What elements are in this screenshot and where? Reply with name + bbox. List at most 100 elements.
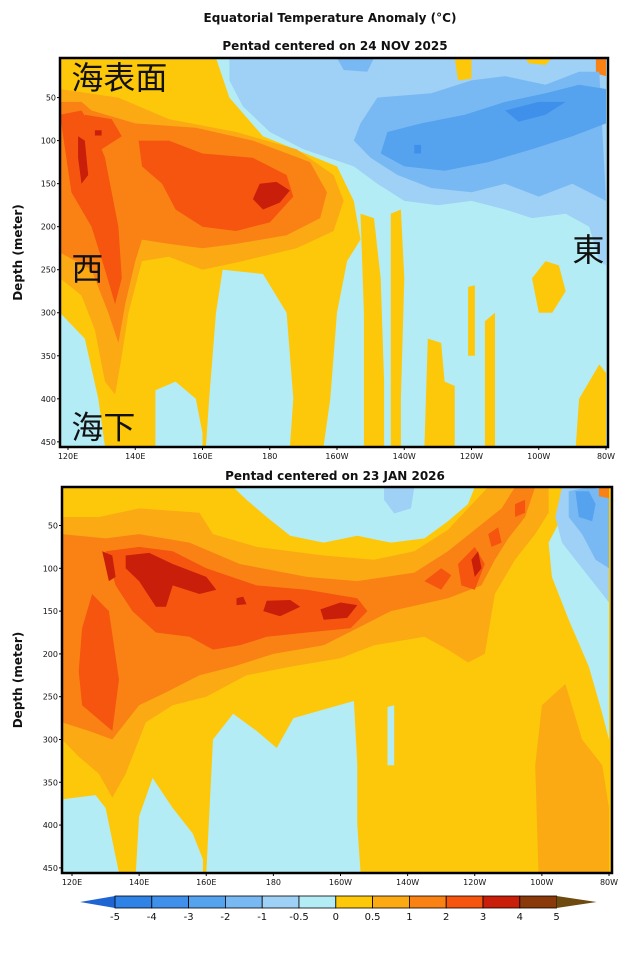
region-annotation: 西 — [71, 250, 103, 288]
contour-region — [60, 312, 105, 447]
anomaly-field — [60, 58, 608, 447]
colorbar-label: -2 — [220, 912, 230, 923]
contour-region — [414, 144, 422, 154]
y-tick-label: 50 — [48, 522, 58, 531]
contour-region — [138, 140, 294, 231]
x-tick-label: 120W — [460, 452, 483, 461]
colorbar-label: -5 — [110, 912, 120, 923]
contour-region — [488, 527, 502, 547]
colorbar-label: 3 — [480, 912, 486, 923]
contour-region — [60, 110, 122, 305]
colorbar-swatch — [445, 895, 484, 909]
y-tick-label: 150 — [43, 607, 58, 616]
y-tick-label: 250 — [41, 266, 56, 275]
x-tick-label: 120E — [62, 878, 82, 887]
contour-region — [205, 269, 294, 447]
contour-region — [78, 594, 119, 731]
colorbar-label: -0.5 — [289, 912, 309, 923]
contour-region — [505, 101, 566, 122]
panel-subtitle: Pentad centered on 23 JAN 2026 — [225, 469, 445, 483]
x-tick-label: 80W — [600, 878, 618, 887]
contour-region — [575, 364, 606, 447]
contour-region — [125, 552, 217, 607]
panel-1: Pentad centered on 24 NOV 2025 120E 140E 16… — [11, 39, 615, 461]
y-axis-label: Depth (meter) — [11, 204, 25, 301]
contour-region — [337, 58, 374, 72]
colorbar-label: 1 — [406, 912, 412, 923]
region-annotation: 海表面 — [71, 59, 167, 97]
contour-region — [468, 285, 475, 356]
x-tick-label: 160W — [325, 452, 348, 461]
y-tick-label: 250 — [43, 693, 58, 702]
colorbar-swatch — [298, 895, 337, 909]
x-tick-label: 140E — [125, 452, 145, 461]
panel-2: Pentad centered on 23 JAN 2026 120E 140E 16… — [11, 469, 618, 887]
colorbar: -5 -4 -3 -2 -1 -0.5 0 0.5 1 2 3 4 5 — [80, 895, 597, 923]
x-tick-label: 100W — [530, 878, 553, 887]
plot-frame — [60, 485, 614, 875]
y-axis-label: Depth (meter) — [11, 632, 25, 729]
x-tick-label: 180 — [266, 878, 281, 887]
x-tick-label: 140W — [393, 452, 416, 461]
contour-region — [252, 181, 290, 210]
figure-title: Equatorial Temperature Anomaly (°C) — [204, 11, 457, 25]
y-tick-label: 350 — [41, 352, 56, 361]
colorbar-swatch — [335, 895, 373, 909]
contour-region — [102, 551, 116, 582]
colorbar-swatch — [372, 895, 410, 909]
colorbar-swatch — [114, 895, 153, 909]
x-tick-label: 140E — [129, 878, 149, 887]
y-tick-label: 50 — [46, 94, 56, 103]
contour-region — [598, 487, 609, 499]
colorbar-swatch — [261, 895, 300, 909]
x-tick-label: 140W — [396, 878, 419, 887]
y-tick-label: 450 — [41, 438, 56, 447]
contour-region — [595, 58, 606, 77]
y-tick-label: 150 — [41, 180, 56, 189]
y-tick-label: 400 — [41, 395, 56, 404]
contour-region — [424, 568, 452, 590]
region-annotation: 海下 — [71, 408, 135, 446]
x-tick-label: 180 — [262, 452, 277, 461]
contour-region — [263, 600, 301, 617]
contour-region — [387, 705, 395, 766]
colorbar-low-extension — [80, 896, 115, 908]
contour-region — [62, 795, 119, 873]
contour-region — [360, 213, 385, 447]
contour-region — [84, 114, 122, 150]
x-tick-label: 160E — [192, 452, 212, 461]
contour-region — [424, 338, 455, 447]
colorbar-swatch — [482, 895, 521, 909]
contour-region — [206, 701, 361, 873]
x-tick-label: 160E — [196, 878, 216, 887]
colorbar-swatch — [188, 895, 226, 909]
contour-region — [233, 487, 475, 543]
contour-region — [135, 778, 203, 873]
panel-subtitle: Pentad centered on 24 NOV 2025 — [222, 39, 447, 53]
colorbar-swatch — [151, 895, 190, 909]
colorbar-label: -1 — [257, 912, 267, 923]
y-tick-label: 200 — [41, 223, 56, 232]
contour-region — [515, 499, 526, 517]
y-tick-label: 200 — [43, 650, 58, 659]
colorbar-label: -4 — [147, 912, 157, 923]
colorbar-swatch — [408, 895, 447, 909]
anomaly-field — [62, 487, 612, 873]
contour-region — [471, 551, 482, 577]
y-tick-label: 450 — [43, 864, 58, 873]
contour-region — [155, 381, 203, 447]
contour-region — [525, 58, 553, 65]
contour-region — [236, 596, 247, 606]
x-tick-label: 160W — [329, 878, 352, 887]
y-tick-label: 400 — [43, 821, 58, 830]
contour-region — [320, 602, 358, 620]
contour-region — [78, 136, 89, 184]
region-annotation: 東 — [572, 231, 604, 269]
colorbar-swatch — [224, 895, 263, 909]
contour-region — [575, 491, 596, 522]
y-tick-label: 300 — [41, 309, 56, 318]
x-tick-label: 80W — [597, 452, 615, 461]
y-tick-label: 350 — [43, 778, 58, 787]
contour-region — [535, 683, 609, 873]
